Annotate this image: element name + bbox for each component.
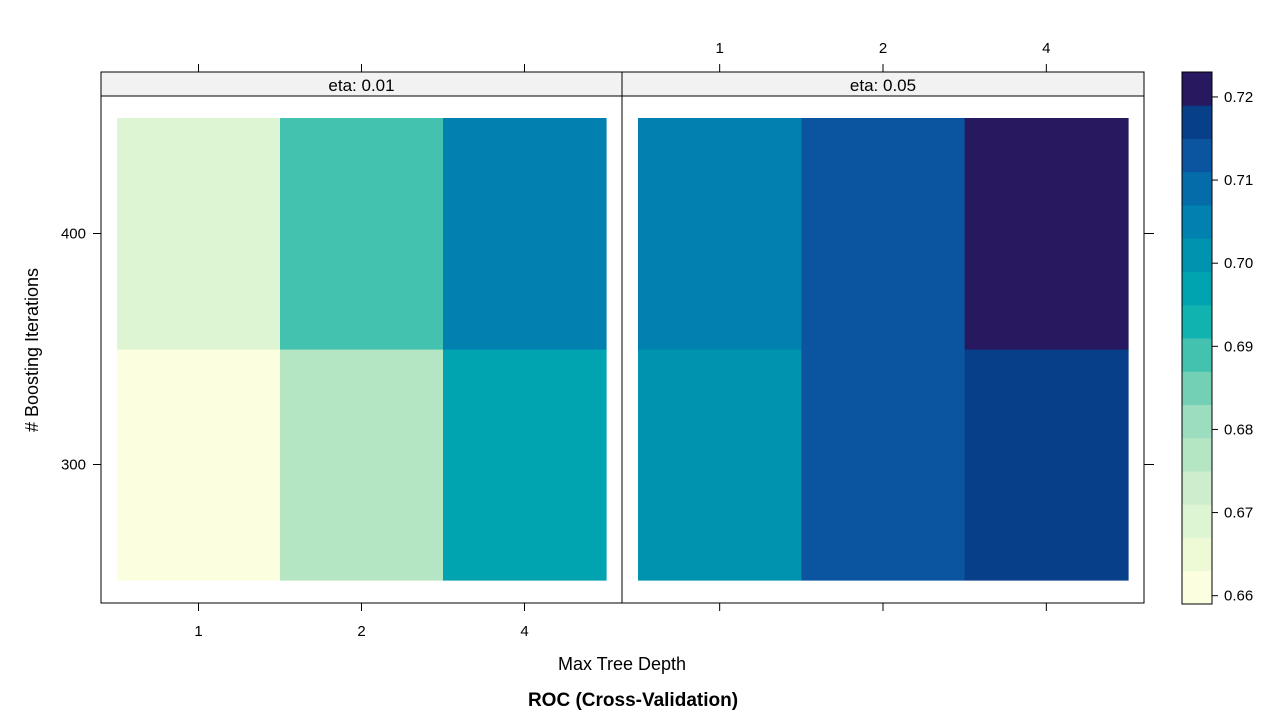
color-key: 0.66 0.67 0.68 0.69 0.70 0.71 0.72 [1181,71,1253,605]
color-key-band [1182,437,1212,472]
color-key-band [1182,504,1212,538]
x-axis-title: Max Tree Depth [558,654,686,674]
y-tick-label: 400 [61,226,86,243]
color-key-label: 0.68 [1224,421,1253,438]
color-key-band [1182,404,1212,439]
heatmap-cell [801,349,966,581]
chart-title: ROC (Cross-Validation) [528,690,738,711]
x-tick-label: 1 [194,623,202,640]
color-key-band [1182,537,1212,572]
color-key-band [1182,138,1212,173]
x-tick-label: 1 [715,40,723,57]
strip-label: eta: 0.05 [850,76,916,95]
color-key-band [1182,105,1212,139]
color-key-band [1182,471,1212,505]
heatmap-cell [280,118,444,350]
x-tick-label: 4 [520,623,528,640]
heatmap-cell [117,118,281,350]
color-key-label: 0.66 [1224,588,1253,605]
color-key-band [1182,371,1212,405]
heatmap-cell [117,349,281,581]
x-tick-label: 2 [357,623,365,640]
color-key-label: 0.72 [1224,89,1253,106]
axes: 1 2 4 1 2 4 300 400 [61,40,1154,640]
color-key-band [1182,304,1212,339]
color-key-label: 0.67 [1224,505,1253,522]
y-tick-label: 300 [61,457,86,474]
x-tick-label: 2 [879,40,887,57]
color-key-band [1182,271,1212,306]
color-key-label: 0.70 [1224,255,1253,272]
strip-label: eta: 0.01 [328,76,394,95]
color-key-band [1182,570,1212,605]
x-tick-label: 4 [1042,40,1050,57]
color-key-band [1182,205,1212,239]
heatmap-cell [964,349,1129,581]
heatmap-cell [801,118,966,350]
color-key-label: 0.71 [1224,172,1253,189]
color-key-border [1181,71,1213,605]
color-key-band [1182,338,1212,372]
heatmap-cell [964,118,1129,350]
color-key-label: 0.69 [1224,338,1253,355]
heatmap-cell [638,118,802,350]
color-key-band [1182,238,1212,272]
color-key-band [1182,171,1212,206]
heatmap-cell [280,349,444,581]
heatmap-cells [117,118,1129,581]
strip-background [622,72,1144,96]
strip-background [101,72,622,96]
heatmap-cell [443,349,607,581]
y-axis-title: # Boosting Iterations [22,268,42,432]
color-key-band [1182,72,1212,106]
heatmap-cell [638,349,802,581]
heatmap-cell [443,118,607,350]
